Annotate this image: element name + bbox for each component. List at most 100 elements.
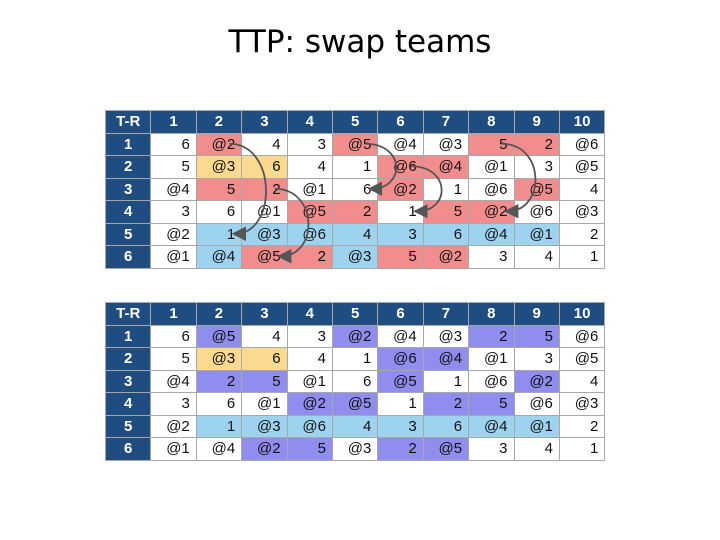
- schedule-cell: @6: [513, 200, 560, 224]
- schedule-cell: 3: [468, 437, 515, 461]
- schedule-cell: @2: [422, 245, 470, 269]
- round-header-cell: 4: [286, 110, 333, 134]
- schedule-cell: 6: [331, 369, 379, 393]
- round-header-cell: 2: [195, 302, 243, 326]
- schedule-cell: @4: [377, 324, 424, 348]
- round-header-cell: 10: [558, 302, 606, 326]
- schedule-cell: 4: [513, 437, 560, 461]
- schedule-cell: @4: [195, 437, 243, 461]
- schedule-cell: 5: [468, 132, 515, 156]
- schedule-cell: @6: [558, 132, 606, 156]
- schedule-cell: 4: [331, 222, 379, 246]
- schedule-cell: 2: [558, 414, 606, 438]
- schedule-cell: 6: [422, 222, 470, 246]
- schedule-cell: 3: [286, 132, 333, 156]
- schedule-cell: @6: [377, 155, 424, 179]
- team-header-cell: 4: [104, 200, 152, 224]
- team-header-cell: 3: [104, 369, 152, 393]
- schedule-cell: @2: [513, 369, 560, 393]
- team-header-cell: 2: [104, 347, 152, 371]
- schedule-cell: 1: [331, 155, 379, 179]
- schedule-cell: 3: [150, 392, 197, 416]
- schedule-cell: @6: [558, 324, 606, 348]
- schedule-cell: 4: [286, 347, 333, 371]
- schedule-cell: @3: [422, 132, 470, 156]
- schedule-cell: 1: [422, 369, 470, 393]
- schedule-cell: @6: [286, 414, 333, 438]
- table-row: 4 3 6 @1 @5 2 1 5 @2 @6 @3: [104, 200, 606, 224]
- schedule-cell: 5: [241, 369, 288, 393]
- schedule-cell: 1: [377, 392, 424, 416]
- schedule-cell: 5: [468, 392, 515, 416]
- schedule-cell: @5: [558, 347, 606, 371]
- schedule-cell: 1: [422, 177, 470, 201]
- schedule-cell: @1: [468, 347, 515, 371]
- schedule-cell: 6: [150, 324, 197, 348]
- schedule-cell: @5: [241, 245, 288, 269]
- schedule-cell: @4: [468, 414, 515, 438]
- schedule-cell: 1: [195, 222, 243, 246]
- schedule-cell: 4: [513, 245, 560, 269]
- round-header-cell: 1: [150, 110, 197, 134]
- table-row: 3 @4 5 2 @1 6 @2 1 @6 @5 4: [104, 177, 606, 201]
- schedule-cell: @3: [558, 200, 606, 224]
- round-header-cell: 8: [468, 110, 515, 134]
- table-row: 3 @4 2 5 @1 6 @5 1 @6 @2 4: [104, 369, 606, 393]
- table-row: 2 5 @3 6 4 1 @6 @4 @1 3 @5: [104, 347, 606, 371]
- schedule-cell: @5: [558, 155, 606, 179]
- schedule-cell: @5: [331, 132, 379, 156]
- schedule-cell: @3: [241, 222, 288, 246]
- corner-header-cell: T-R: [104, 302, 152, 326]
- round-header-cell: 9: [513, 110, 560, 134]
- schedule-cell: @4: [377, 132, 424, 156]
- schedule-cell: @2: [241, 437, 288, 461]
- schedule-cell: 6: [150, 132, 197, 156]
- schedule-cell: 2: [422, 392, 470, 416]
- round-header-cell: 10: [558, 110, 606, 134]
- schedule-cell: 2: [377, 437, 424, 461]
- schedule-cell: 3: [513, 347, 560, 371]
- schedule-cell: 1: [195, 414, 243, 438]
- schedule-cell: 5: [286, 437, 333, 461]
- schedule-cell: @2: [377, 177, 424, 201]
- header-row: T-R 1 2 3 4 5 6 7 8 9 10: [104, 302, 606, 326]
- schedule-cell: @5: [195, 324, 243, 348]
- round-header-cell: 1: [150, 302, 197, 326]
- schedule-cell: @3: [331, 245, 379, 269]
- schedule-cell: @3: [195, 155, 243, 179]
- team-header-cell: 6: [104, 245, 152, 269]
- schedule-cell: 5: [513, 324, 560, 348]
- corner-header-cell: T-R: [104, 110, 152, 134]
- schedule-cell: 3: [468, 245, 515, 269]
- round-header-cell: 8: [468, 302, 515, 326]
- schedule-cell: 4: [286, 155, 333, 179]
- round-header-cell: 3: [241, 302, 288, 326]
- schedule-cell: @4: [150, 369, 197, 393]
- round-header-cell: 7: [422, 110, 470, 134]
- schedule-cell: 2: [331, 200, 379, 224]
- schedule-cell: @3: [331, 437, 379, 461]
- schedule-cell: 1: [331, 347, 379, 371]
- schedule-cell: 1: [377, 200, 424, 224]
- schedule-cell: 5: [195, 177, 243, 201]
- table-row: 2 5 @3 6 4 1 @6 @4 @1 3 @5: [104, 155, 606, 179]
- schedule-cell: @5: [377, 369, 424, 393]
- schedule-table-after: T-R 1 2 3 4 5 6 7 8 9 10 1 6 @5 4 3 @2 @4 @3 2 5 @6 2 5 @3 6 4 1 @6 @…: [104, 302, 606, 461]
- schedule-cell: 4: [331, 414, 379, 438]
- team-header-cell: 3: [104, 177, 152, 201]
- schedule-cell: @2: [286, 392, 333, 416]
- schedule-cell: 3: [377, 414, 424, 438]
- schedule-cell: @6: [377, 347, 424, 371]
- schedule-cell: @2: [150, 222, 197, 246]
- round-header-cell: 3: [241, 110, 288, 134]
- schedule-cell: @5: [422, 437, 470, 461]
- schedule-cell: @1: [468, 155, 515, 179]
- round-header-cell: 6: [377, 110, 424, 134]
- schedule-cell: 5: [150, 347, 197, 371]
- schedule-cell: @4: [422, 347, 470, 371]
- table-row: 6 @1 @4 @5 2 @3 5 @2 3 4 1: [104, 245, 606, 269]
- schedule-cell: @1: [513, 414, 560, 438]
- schedule-cell: 6: [241, 155, 288, 179]
- schedule-cell: @5: [286, 200, 333, 224]
- schedule-cell: @6: [468, 369, 515, 393]
